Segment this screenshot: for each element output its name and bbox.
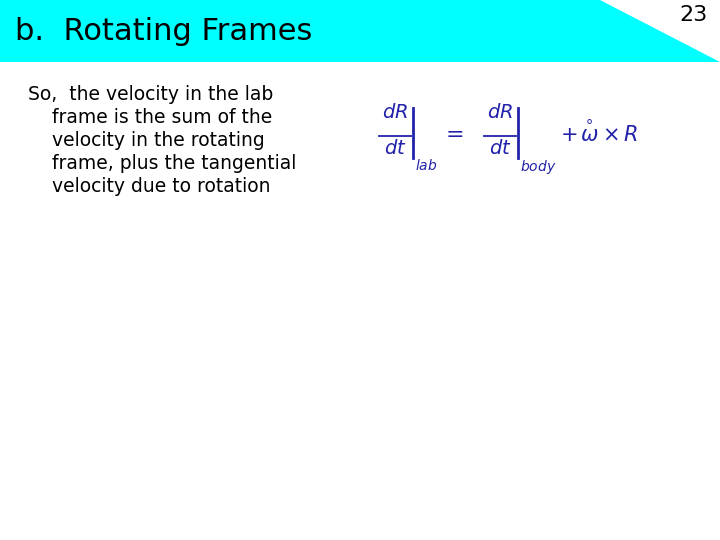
Text: 23: 23 xyxy=(680,5,708,25)
Text: $dR$: $dR$ xyxy=(382,103,408,122)
Text: $=$: $=$ xyxy=(441,122,463,144)
Text: frame, plus the tangential: frame, plus the tangential xyxy=(28,154,297,173)
Text: $\mathit{body}$: $\mathit{body}$ xyxy=(520,158,557,176)
Polygon shape xyxy=(0,0,720,62)
Text: $+\,\overset{\circ}{\omega}\times R$: $+\,\overset{\circ}{\omega}\times R$ xyxy=(560,119,639,146)
Text: frame is the sum of the: frame is the sum of the xyxy=(28,108,272,127)
Text: $dt$: $dt$ xyxy=(384,139,406,158)
Text: $dt$: $dt$ xyxy=(489,139,511,158)
Text: b.  Rotating Frames: b. Rotating Frames xyxy=(15,17,312,45)
Text: velocity due to rotation: velocity due to rotation xyxy=(28,177,271,196)
Text: $dR$: $dR$ xyxy=(487,103,513,122)
Text: velocity in the rotating: velocity in the rotating xyxy=(28,131,265,150)
Text: So,  the velocity in the lab: So, the velocity in the lab xyxy=(28,85,274,104)
Text: $\mathit{lab}$: $\mathit{lab}$ xyxy=(415,158,438,173)
